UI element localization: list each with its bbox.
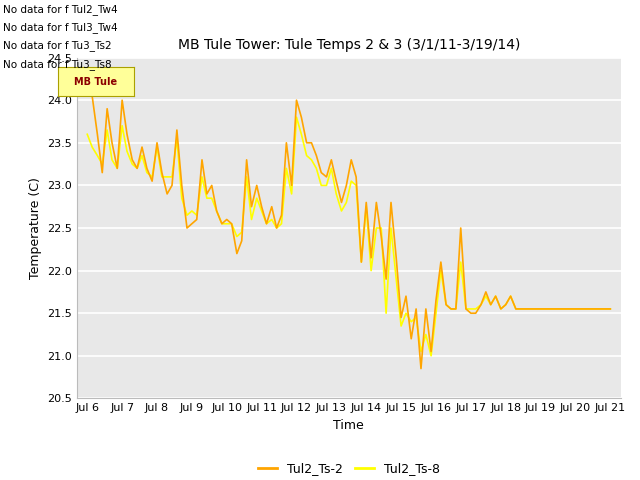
Text: No data for f Tul2_Tw4: No data for f Tul2_Tw4 [3,4,118,15]
Text: No data for f Tu3_Ts8: No data for f Tu3_Ts8 [3,59,112,70]
Legend: Tul2_Ts-2, Tul2_Ts-8: Tul2_Ts-2, Tul2_Ts-8 [253,457,445,480]
Text: No data for f Tu3_Ts2: No data for f Tu3_Ts2 [3,40,112,51]
X-axis label: Time: Time [333,419,364,432]
Text: No data for f Tul3_Tw4: No data for f Tul3_Tw4 [3,22,118,33]
Title: MB Tule Tower: Tule Temps 2 & 3 (3/1/11-3/19/14): MB Tule Tower: Tule Temps 2 & 3 (3/1/11-… [178,38,520,52]
Y-axis label: Temperature (C): Temperature (C) [29,177,42,279]
Text: MB Tule: MB Tule [74,77,118,86]
